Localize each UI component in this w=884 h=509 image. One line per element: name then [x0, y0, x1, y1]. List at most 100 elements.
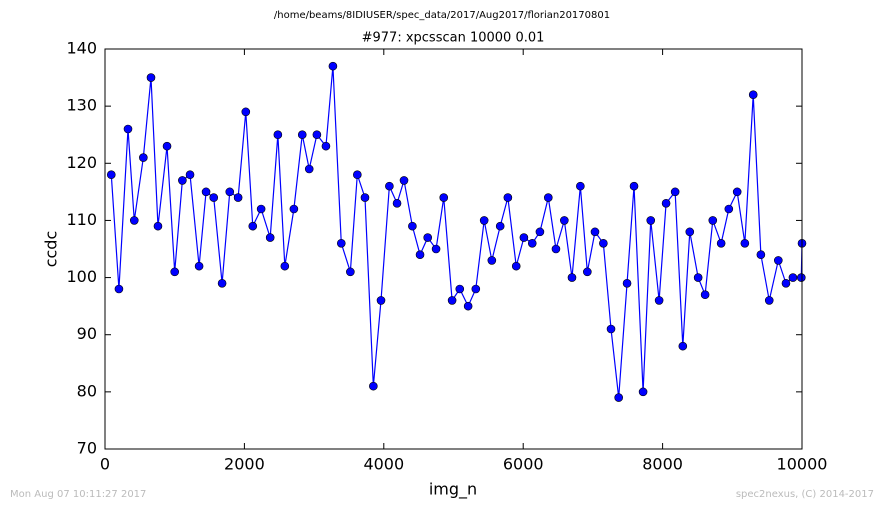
x-tick-label: 0 [100, 455, 110, 474]
point [622, 278, 632, 288]
point [241, 107, 251, 117]
point [360, 193, 370, 202]
point [543, 193, 553, 202]
point [463, 301, 473, 311]
point [638, 387, 648, 397]
y-tick-label: 70 [77, 439, 97, 458]
point [700, 290, 710, 300]
point [576, 181, 585, 191]
point [194, 261, 204, 271]
point [423, 233, 433, 242]
point [321, 141, 331, 151]
point [629, 181, 639, 191]
point [139, 153, 148, 162]
point [304, 164, 314, 174]
footer-left: Mon Aug 07 10:11:27 2017 [10, 489, 146, 500]
point [764, 296, 774, 305]
point [756, 250, 766, 260]
chart-subtitle: #977: xpcsscan 10000 0.01 [362, 31, 545, 46]
point [185, 170, 195, 180]
point [328, 61, 338, 71]
point [606, 324, 616, 334]
point [503, 193, 513, 202]
chart-title: /home/beams/8IDIUSER/spec_data/2017/Aug2… [274, 10, 610, 21]
x-tick-label: 6000 [503, 455, 544, 474]
point [346, 267, 355, 277]
point [170, 267, 179, 277]
point [385, 181, 394, 191]
point [369, 381, 378, 391]
point [724, 204, 734, 214]
y-tick-label: 130 [66, 96, 97, 115]
point [654, 296, 664, 305]
y-tick-label: 100 [66, 267, 97, 286]
point [551, 244, 561, 254]
point [781, 278, 791, 288]
x-tick-label: 10000 [777, 455, 828, 474]
point [280, 261, 290, 271]
point [774, 256, 783, 265]
point [740, 238, 750, 248]
point [106, 170, 116, 180]
point [455, 284, 465, 294]
y-axis-label: ccdc [42, 231, 61, 268]
point [146, 73, 156, 82]
point [797, 273, 806, 282]
point [708, 216, 718, 225]
point [678, 341, 688, 351]
point [535, 227, 545, 237]
point [685, 227, 695, 237]
point [479, 216, 489, 225]
point [670, 187, 680, 197]
point [560, 216, 569, 225]
point [614, 393, 623, 402]
point [471, 284, 481, 294]
point [392, 198, 402, 208]
point [732, 187, 742, 197]
x-axis-label: img_n [429, 480, 477, 500]
point [336, 238, 346, 248]
point [431, 244, 441, 254]
point [716, 238, 726, 248]
y-tick-label: 110 [66, 210, 97, 229]
point [248, 221, 258, 231]
point [661, 198, 671, 208]
point [519, 233, 529, 242]
point [297, 130, 307, 140]
point [527, 238, 537, 248]
point [408, 221, 417, 231]
point [511, 261, 521, 271]
x-tick-label: 2000 [224, 455, 265, 474]
point [217, 278, 227, 288]
point [415, 250, 425, 260]
x-tick-label: 4000 [363, 455, 404, 474]
plot-frame [104, 48, 803, 450]
point [256, 204, 266, 214]
point [289, 204, 299, 214]
point [567, 273, 577, 282]
point [439, 193, 449, 202]
point [487, 256, 497, 265]
point [201, 187, 211, 197]
x-tick-label: 8000 [642, 455, 683, 474]
point [447, 296, 457, 305]
y-tick-label: 140 [66, 39, 97, 58]
point [646, 216, 656, 225]
y-tick-label: 90 [77, 324, 97, 343]
point [353, 170, 362, 180]
point [225, 187, 235, 197]
point [209, 193, 219, 202]
y-tick-label: 120 [66, 153, 97, 172]
point [123, 124, 133, 134]
point [748, 90, 758, 100]
footer-right: spec2nexus, (C) 2014-2017 [736, 489, 874, 500]
point [178, 176, 187, 185]
point [273, 130, 283, 140]
point [233, 193, 243, 202]
point [162, 141, 172, 151]
point [129, 216, 139, 225]
point [376, 296, 386, 305]
y-tick-label: 80 [77, 381, 97, 400]
